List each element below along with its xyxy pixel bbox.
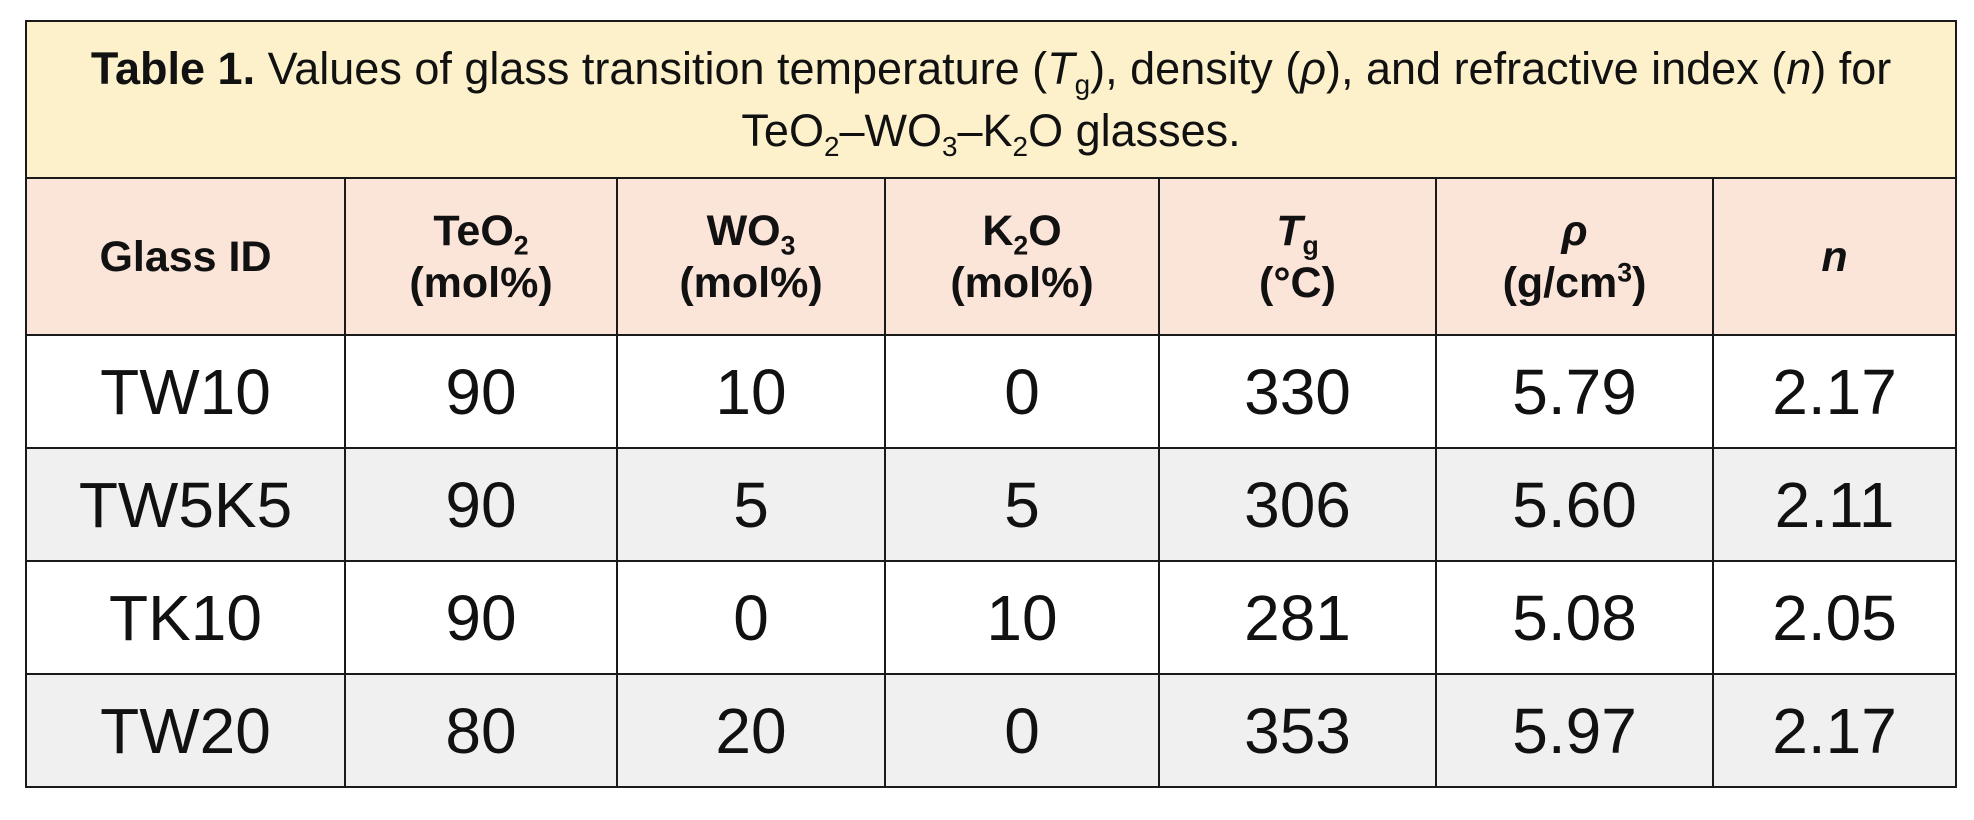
header-text: O — [1028, 206, 1062, 255]
header-text: TeO — [433, 206, 514, 255]
column-header: Glass ID — [25, 177, 346, 336]
table-cell: 330 — [1158, 334, 1437, 449]
header-text: WO — [706, 206, 781, 255]
table-cell: 90 — [344, 334, 618, 449]
data-table: Table 1. Values of glass transition temp… — [24, 20, 1958, 788]
header-text: n — [1821, 232, 1848, 281]
table-cell: 10 — [884, 560, 1160, 675]
table-cell: 5.60 — [1435, 447, 1714, 562]
table-cell: 2.05 — [1711, 560, 1958, 675]
table-body: TW10 90 10 0 330 5.79 2.17 TW5K5 90 5 5 306 5.60 2.11… — [25, 334, 1958, 788]
table-row: TW20 80 20 0 353 5.97 2.17 — [25, 673, 1958, 788]
table-cell: 90 — [344, 447, 618, 562]
column-header: TeO2 (mol%) — [344, 177, 618, 336]
header-text: g — [1302, 230, 1319, 261]
table-cell: 5.08 — [1435, 560, 1714, 675]
header-text: ρ — [1561, 206, 1588, 255]
caption: Table 1. Values of glass transition temp… — [24, 20, 1958, 179]
header-unit: (mol%) — [679, 258, 823, 307]
header-text: K — [982, 206, 1014, 255]
header-text: Glass ID — [99, 232, 272, 281]
caption-label: Table 1. — [90, 42, 256, 94]
header-unit: (g/cm — [1502, 258, 1618, 307]
caption-text: T — [1047, 42, 1075, 94]
header-text: 2 — [1013, 230, 1029, 261]
table-container: Table 1. Values of glass transition temp… — [24, 20, 1958, 788]
table-cell: 10 — [616, 334, 886, 449]
caption-text: 3 — [941, 130, 958, 162]
caption-text: Values of glass transition temperature ( — [255, 42, 1048, 94]
header-unit: 3 — [1617, 257, 1633, 288]
caption-text: –WO — [839, 104, 942, 156]
caption-text: ), and refractive index ( — [1326, 42, 1787, 94]
table-cell: 306 — [1158, 447, 1437, 562]
table-cell: 90 — [344, 560, 618, 675]
table-row: TW5K5 90 5 5 306 5.60 2.11 — [25, 447, 1958, 562]
header-text: T — [1276, 206, 1303, 255]
caption-text: ρ — [1300, 42, 1326, 94]
column-header: K2O (mol%) — [884, 177, 1160, 336]
row-label: TW5K5 — [25, 447, 346, 562]
header-unit: (mol%) — [409, 258, 553, 307]
caption-text: ) for TeO — [741, 42, 1892, 156]
table-cell: 5.97 — [1435, 673, 1714, 788]
header-unit: (°C) — [1259, 258, 1336, 307]
header-text: 3 — [780, 230, 796, 261]
table-cell: 20 — [616, 673, 886, 788]
table-cell: 5 — [616, 447, 886, 562]
caption-text: 2 — [823, 130, 840, 162]
row-label: TK10 — [25, 560, 346, 675]
header-unit: (mol%) — [950, 258, 1094, 307]
table-cell: 2.17 — [1711, 673, 1958, 788]
column-header: WO3 (mol%) — [616, 177, 886, 336]
column-header: n — [1711, 177, 1958, 336]
table-cell: 353 — [1158, 673, 1437, 788]
row-label: TW20 — [25, 673, 346, 788]
caption-text: g — [1074, 68, 1091, 100]
table-cell: 0 — [884, 334, 1160, 449]
table-cell: 2.17 — [1711, 334, 1958, 449]
caption-text: –K — [957, 104, 1013, 156]
caption-text: 2 — [1012, 130, 1029, 162]
column-header: Tg (°C) — [1158, 177, 1437, 336]
table-cell: 2.11 — [1711, 447, 1958, 562]
table-cell: 80 — [344, 673, 618, 788]
header-unit: ) — [1632, 258, 1647, 307]
caption-text: O glasses. — [1028, 104, 1241, 156]
caption-text: n — [1786, 42, 1812, 94]
table-cell: 5 — [884, 447, 1160, 562]
table-row: TK10 90 0 10 281 5.08 2.05 — [25, 560, 1958, 675]
table-row: TW10 90 10 0 330 5.79 2.17 — [25, 334, 1958, 449]
header-text: 2 — [513, 230, 529, 261]
caption-text: ), density ( — [1090, 42, 1301, 94]
table-cell: 5.79 — [1435, 334, 1714, 449]
table-cell: 0 — [884, 673, 1160, 788]
column-header: ρ (g/cm3) — [1435, 177, 1714, 336]
row-label: TW10 — [25, 334, 346, 449]
table-cell: 0 — [616, 560, 886, 675]
table-cell: 281 — [1158, 560, 1437, 675]
